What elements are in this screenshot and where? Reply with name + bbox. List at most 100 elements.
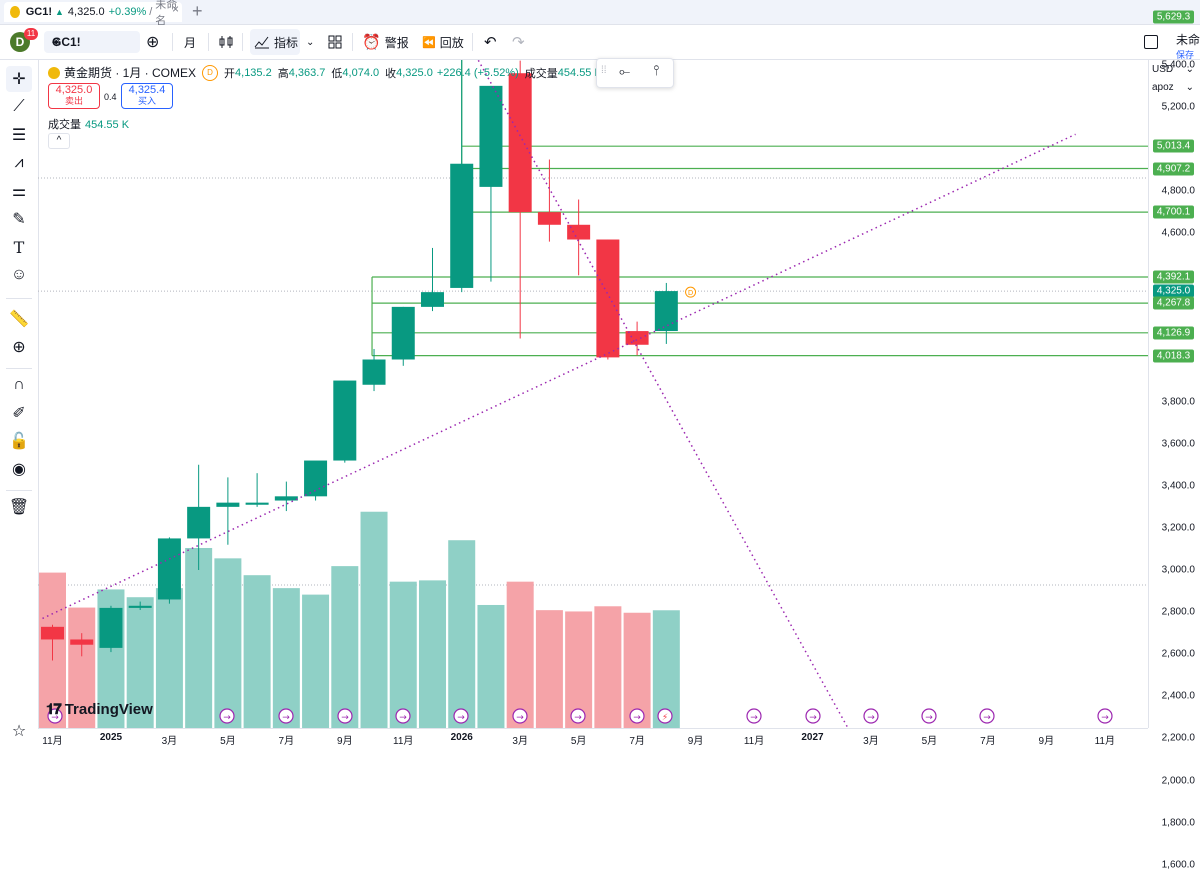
zoom-in-icon: ⊕ xyxy=(12,339,26,356)
measure-tool[interactable]: 📏 xyxy=(6,306,32,332)
vertical-line-icon[interactable]: ⫯ xyxy=(653,62,660,78)
compare-button[interactable]: ⊕ xyxy=(146,25,159,59)
indicators-button[interactable]: 指标 xyxy=(250,29,300,55)
dividend-event-icon xyxy=(805,708,821,724)
trendline-tool[interactable]: ⟋ xyxy=(6,94,32,120)
trash-icon: 🗑 xyxy=(8,499,30,516)
dividend-event-icon xyxy=(1097,708,1113,724)
dividend-event-icon xyxy=(570,708,586,724)
arrow-event-glyph: → xyxy=(983,713,991,723)
favorites-tool[interactable]: ☆ xyxy=(6,718,32,744)
close-tab-icon[interactable]: × xyxy=(172,2,180,16)
parallel-lines-icon: ☰ xyxy=(11,127,27,144)
layouts-button[interactable] xyxy=(328,25,342,59)
dividend-event-icon xyxy=(746,708,762,724)
chart-canvas[interactable]: → → → → → → → → → ⚡ → → → → → → D xyxy=(38,60,1148,728)
sell-button[interactable]: 4,325.0 卖出 xyxy=(48,83,100,109)
emoji-tool[interactable]: ☺ xyxy=(6,262,32,288)
top-toolbar: D 11 GC1! ◈ ⊕ 月 指标 ⌄ ⏰ 警报 ⏪ 回放 ↶ ↷ 未 xyxy=(0,25,1200,60)
time-axis[interactable]: 11月 2025 3月 5月 7月 9月 11月 2026 3月 5月 7月 9月 11月 2027 3月 5… xyxy=(38,728,1148,749)
text-tool[interactable]: T xyxy=(6,234,32,260)
legend-title[interactable]: 黄金期货 · 1月 · COMEX xyxy=(64,66,197,80)
tradingview-logo[interactable]: 𝟏𝟕 TradingView xyxy=(46,701,153,718)
volume-bar xyxy=(389,581,417,728)
candle-body xyxy=(596,239,620,358)
price-level-label: 4,126.9 xyxy=(1153,326,1194,340)
tv-logo-icon: 𝟏𝟕 xyxy=(46,701,62,718)
remove-drawings-tool[interactable]: 🗑 xyxy=(6,494,32,520)
horizontal-ray-icon[interactable]: ⟜ xyxy=(619,63,631,79)
legend-open-key: 开 xyxy=(224,67,236,80)
zoom-tool[interactable]: ⊕ xyxy=(6,334,32,360)
divider xyxy=(472,33,473,51)
dividend-event-icon xyxy=(395,708,411,724)
price-axis[interactable]: 6,000.05,800.05,400.05,200.04,800.04,600… xyxy=(1148,10,1200,870)
arrow-event-glyph: → xyxy=(1101,713,1109,723)
legend-volume: 454.55 K xyxy=(557,66,602,79)
unit-select[interactable]: apoz ⌄ xyxy=(1152,82,1196,98)
alarm-clock-icon: ⏰ xyxy=(362,34,381,51)
replay-button[interactable]: ⏪ 回放 xyxy=(422,25,464,59)
layout-name-block[interactable]: 未命名 保存 xyxy=(1176,31,1200,61)
plus-circle-icon: ⊕ xyxy=(146,34,160,51)
price-level-label: 5,629.3 xyxy=(1153,10,1194,24)
crosshair-icon: ✛ xyxy=(12,71,26,88)
candle-body xyxy=(99,607,123,648)
legend-low-key: 低 xyxy=(331,67,343,80)
undo-button[interactable]: ↶ xyxy=(484,25,497,59)
dividend-event-icon xyxy=(453,708,469,724)
price-tick: 3,200.0 xyxy=(1161,522,1195,534)
volume-bar xyxy=(155,588,183,728)
hide-tool[interactable]: ◉ xyxy=(6,456,32,482)
currency-select[interactable]: USD ⌄ xyxy=(1152,64,1196,80)
smiley-icon: ☺ xyxy=(10,266,28,283)
symbol-search[interactable]: GC1! ◈ xyxy=(44,31,140,53)
interval-button[interactable]: 月 xyxy=(184,25,196,59)
crosshair-tool[interactable]: ✛ xyxy=(6,66,32,92)
candle-body xyxy=(625,331,649,345)
tab-price: 4,325.0 xyxy=(67,6,105,18)
chart-type-button[interactable] xyxy=(218,25,234,59)
indicators-dropdown[interactable]: ⌄ xyxy=(306,25,314,59)
volume-bar xyxy=(68,607,96,728)
tab-change: +0.39% xyxy=(108,6,147,18)
buy-button[interactable]: 4,325.4 买入 xyxy=(121,83,173,109)
trendline-icon: ⟋ xyxy=(13,98,25,115)
time-tick: 9月 xyxy=(687,736,704,747)
collapse-legend-button[interactable]: ^ xyxy=(48,133,70,149)
volume-legend[interactable]: 成交量 454.55 K xyxy=(48,116,129,132)
delayed-badge: D xyxy=(202,64,219,81)
indicators-label: 指标 xyxy=(274,35,299,50)
candles-icon xyxy=(219,36,233,48)
redo-button[interactable]: ↷ xyxy=(512,25,525,59)
eye-icon: ◉ xyxy=(12,461,26,478)
legend-low: 4,074.0 xyxy=(342,66,380,79)
rewind-icon: ⏪ xyxy=(422,36,436,49)
pattern-tool[interactable]: ⩘ xyxy=(6,150,32,176)
time-tick: 5月 xyxy=(220,736,236,747)
divider xyxy=(6,490,32,491)
alert-button[interactable]: ⏰ 警报 xyxy=(362,25,409,59)
lock-all-tool[interactable]: 🔓 xyxy=(6,428,32,454)
arrow-event-glyph: → xyxy=(223,713,231,723)
arrow-event-glyph: → xyxy=(809,713,817,723)
arrow-event-glyph: → xyxy=(282,713,290,723)
price-level-label: 4,018.3 xyxy=(1153,349,1194,363)
drag-handle-icon[interactable]: ⁞⁞ xyxy=(601,65,607,76)
new-tab-button[interactable]: + xyxy=(192,1,203,21)
volume-bar xyxy=(506,581,534,728)
pencil-lock-icon: ✐ xyxy=(12,405,26,422)
forecast-tool[interactable]: ⚌ xyxy=(6,178,32,204)
brush-tool[interactable]: ✎ xyxy=(6,206,32,232)
chart-tab[interactable]: GC1! ▲ 4,325.0 +0.39% / 未命名 × xyxy=(4,0,182,27)
volume-bar xyxy=(214,558,242,728)
arrow-event-glyph: → xyxy=(341,713,349,723)
fullscreen-button[interactable] xyxy=(1144,25,1158,59)
delayed-marker-icon xyxy=(685,286,697,298)
price-tick: 2,800.0 xyxy=(1161,606,1195,618)
fib-tool[interactable]: ☰ xyxy=(6,122,32,148)
lock-draw-tool[interactable]: ✐ xyxy=(6,400,32,426)
dividend-event-icon xyxy=(47,708,63,724)
volume-bar xyxy=(594,606,622,728)
magnet-tool[interactable]: ∩ xyxy=(6,372,32,398)
